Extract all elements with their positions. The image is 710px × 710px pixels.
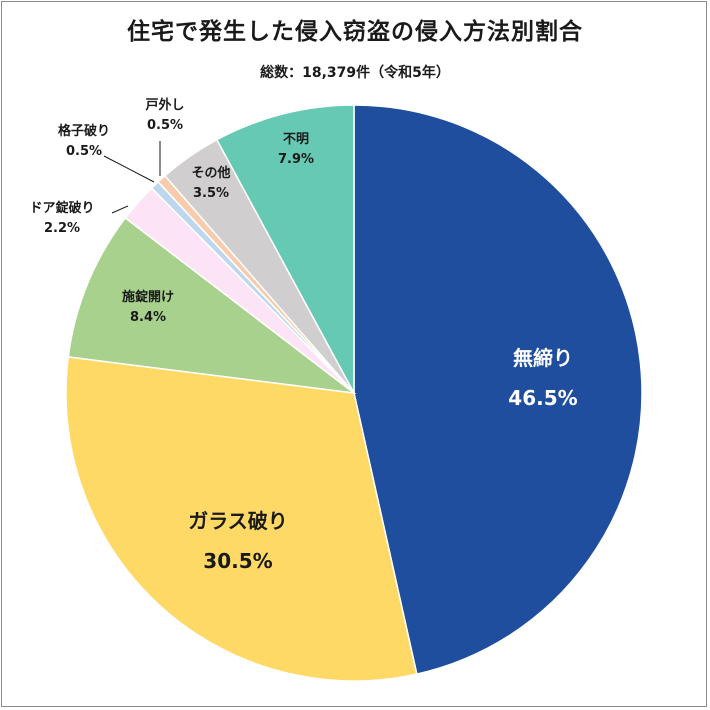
slice-label-sejo-ake: 施錠開け 8.4%	[121, 290, 175, 326]
leader-line-koshi	[103, 155, 155, 183]
slice-label-fumei: 不明 7.9%	[277, 132, 315, 168]
pie-slice-7	[215, 104, 355, 394]
pie-slice-2	[67, 216, 357, 395]
slice-label-door-lock: ドア錠破り 2.2%	[29, 201, 95, 237]
leader-line-door-lock	[111, 205, 129, 214]
slice-label-sonota: その他 3.5%	[191, 166, 231, 202]
chart-subtitle: 総数：18,379件（令和5年）	[260, 65, 450, 81]
pie-slice-1	[65, 356, 418, 682]
chart-title: 住宅で発生した侵入窃盗の侵入方法別割合	[127, 19, 583, 45]
slice-label-glass: ガラス破り 30.5%	[188, 509, 288, 573]
slice-label-koshi: 格子破り 0.5%	[57, 124, 111, 160]
slice-label-mushimari: 無締り 46.5%	[508, 346, 578, 410]
slice-label-tohazushi: 戸外し 0.5%	[145, 98, 185, 134]
pie-slice-0	[353, 104, 643, 675]
